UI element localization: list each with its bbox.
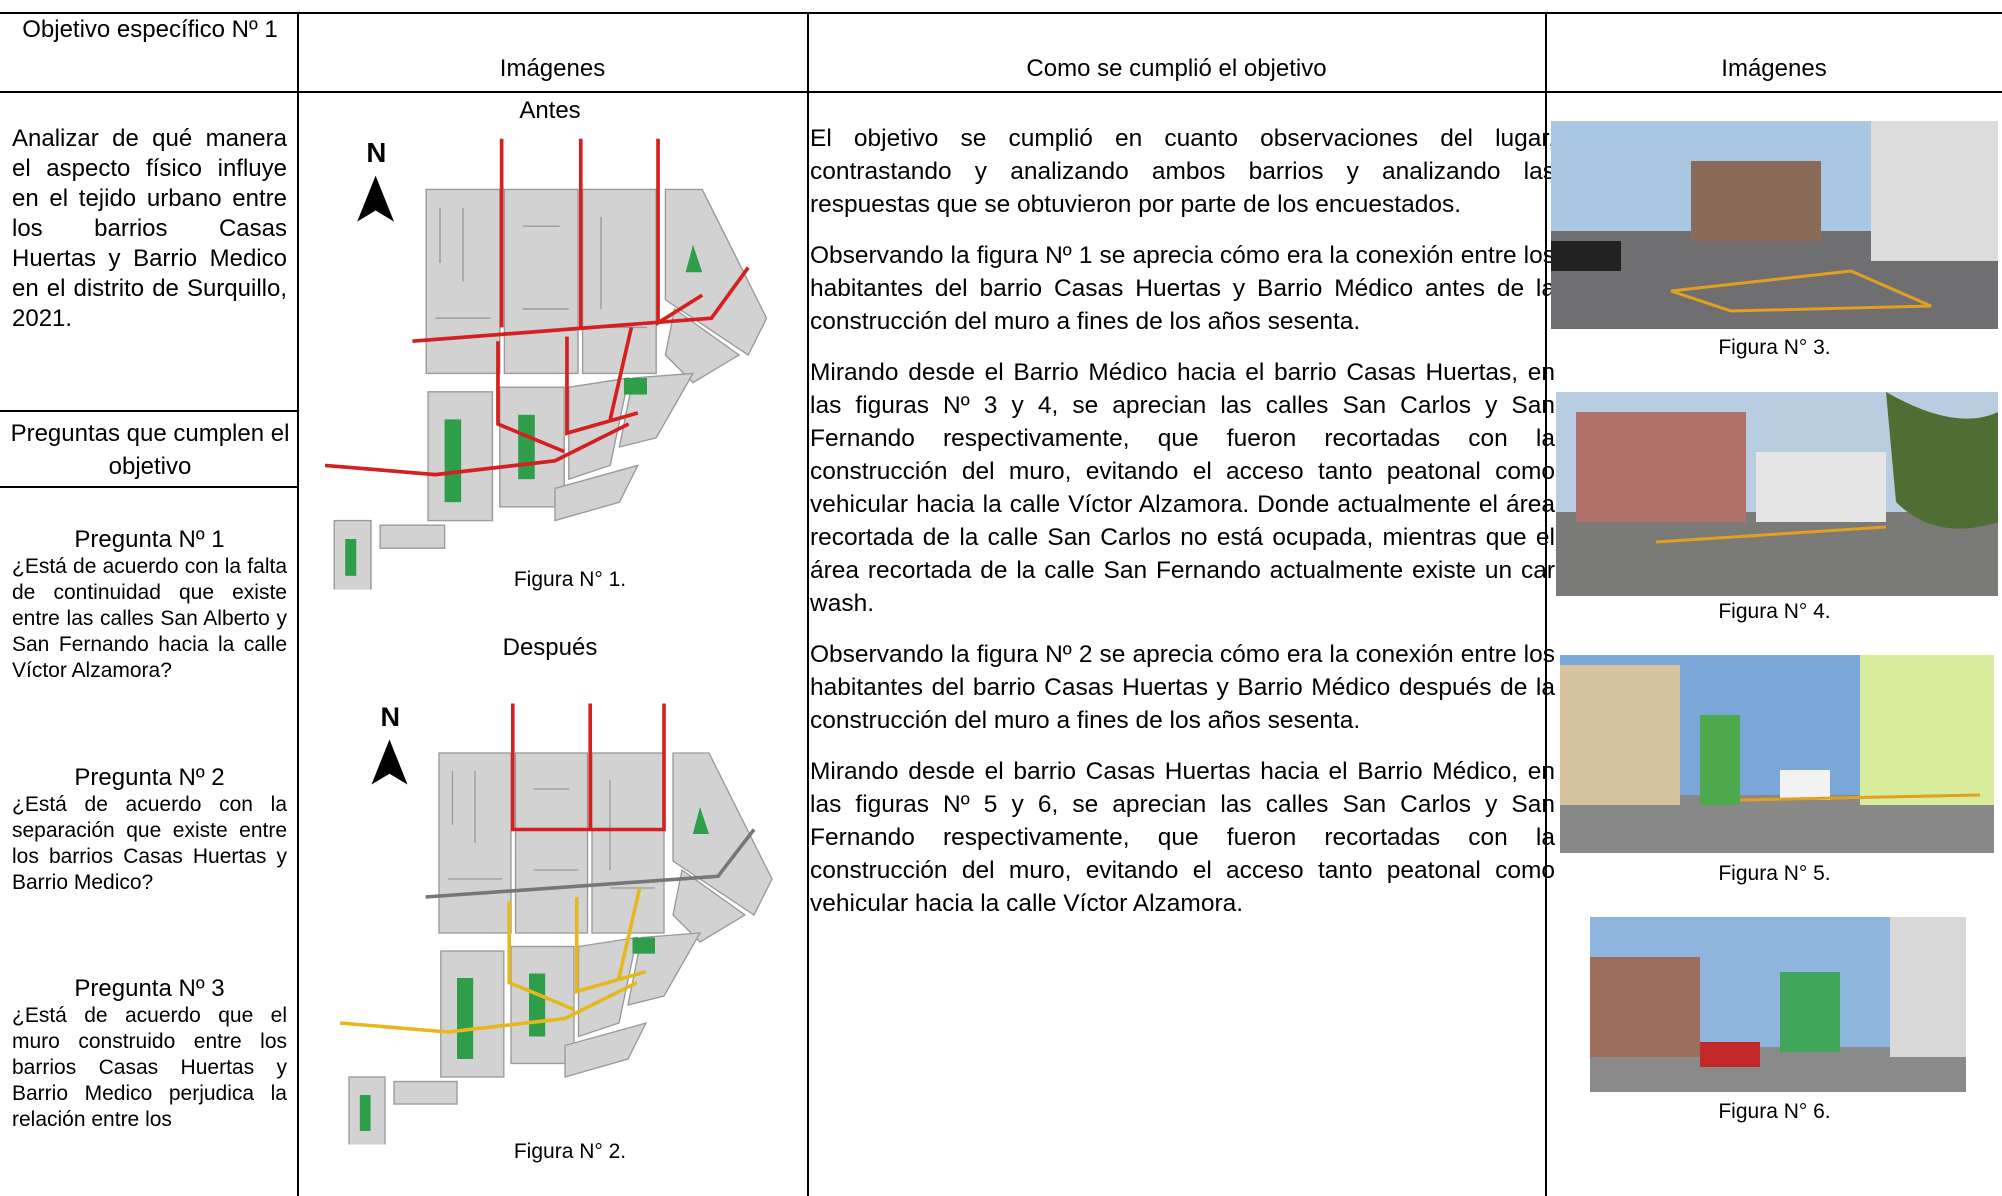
photo <box>1590 917 1966 1092</box>
rule <box>0 91 2002 93</box>
rule <box>297 12 299 1196</box>
header-cell: Como se cumplió el objetivo <box>1026 55 1327 82</box>
question: Pregunta Nº 1 ¿Está de acuerdo con la fa… <box>12 526 287 684</box>
question-text: ¿Está de acuerdo con la separación que e… <box>12 793 287 894</box>
rule <box>1545 12 1547 1196</box>
header-cell: Objetivo específico Nº 1 <box>22 16 278 43</box>
question-title: Pregunta Nº 2 <box>74 764 225 791</box>
paragraph: Mirando desde el barrio Casas Huertas ha… <box>810 758 1555 917</box>
paragraph: Observando la figura Nº 2 se aprecia cóm… <box>810 641 1555 734</box>
photo <box>1556 392 1998 596</box>
objective: Analizar de qué manera el aspecto físico… <box>12 125 287 332</box>
rule <box>807 12 809 1196</box>
map: N <box>340 702 773 1145</box>
text-body: El objetivo se cumplió en cuanto observa… <box>810 122 1555 938</box>
figure-caption: Figura N° 4. <box>1718 600 1831 623</box>
question: Pregunta Nº 3 ¿Está de acuerdo que el mu… <box>12 975 287 1133</box>
question-title: Pregunta Nº 1 <box>74 526 225 553</box>
paragraph: El objetivo se cumplió en cuanto observa… <box>810 125 1555 218</box>
rule <box>0 486 297 488</box>
map-label: Después <box>502 634 598 661</box>
header-cell: Imágenes <box>1721 55 1827 82</box>
paragraph: Mirando desde el Barrio Médico hacia el … <box>810 359 1555 617</box>
questions-header: Preguntas que cumplen el objetivo <box>10 420 290 480</box>
question-text: ¿Está de acuerdo que el muro construido … <box>12 1004 287 1131</box>
north-label: N <box>366 137 386 168</box>
question-title: Pregunta Nº 3 <box>74 975 225 1002</box>
figure-caption: Figura N° 1. <box>513 568 627 591</box>
north-label: N <box>381 702 401 732</box>
question-text: ¿Está de acuerdo con la falta de continu… <box>12 555 287 682</box>
figure-caption: Figura N° 6. <box>1718 1100 1831 1123</box>
rule <box>0 410 297 412</box>
paragraph: Observando la figura Nº 1 se aprecia cóm… <box>810 242 1555 335</box>
figure-caption: Figura N° 5. <box>1718 862 1831 885</box>
header-cell: Imágenes <box>499 55 606 82</box>
map: N <box>325 137 768 590</box>
photo <box>1551 121 1998 329</box>
question: Pregunta Nº 2 ¿Está de acuerdo con la se… <box>12 764 287 896</box>
map-label: Antes <box>519 97 581 124</box>
photo <box>1560 655 1994 853</box>
rule <box>0 12 2002 14</box>
figure-caption: Figura N° 2. <box>513 1140 627 1163</box>
figure-caption: Figura N° 3. <box>1718 336 1831 359</box>
